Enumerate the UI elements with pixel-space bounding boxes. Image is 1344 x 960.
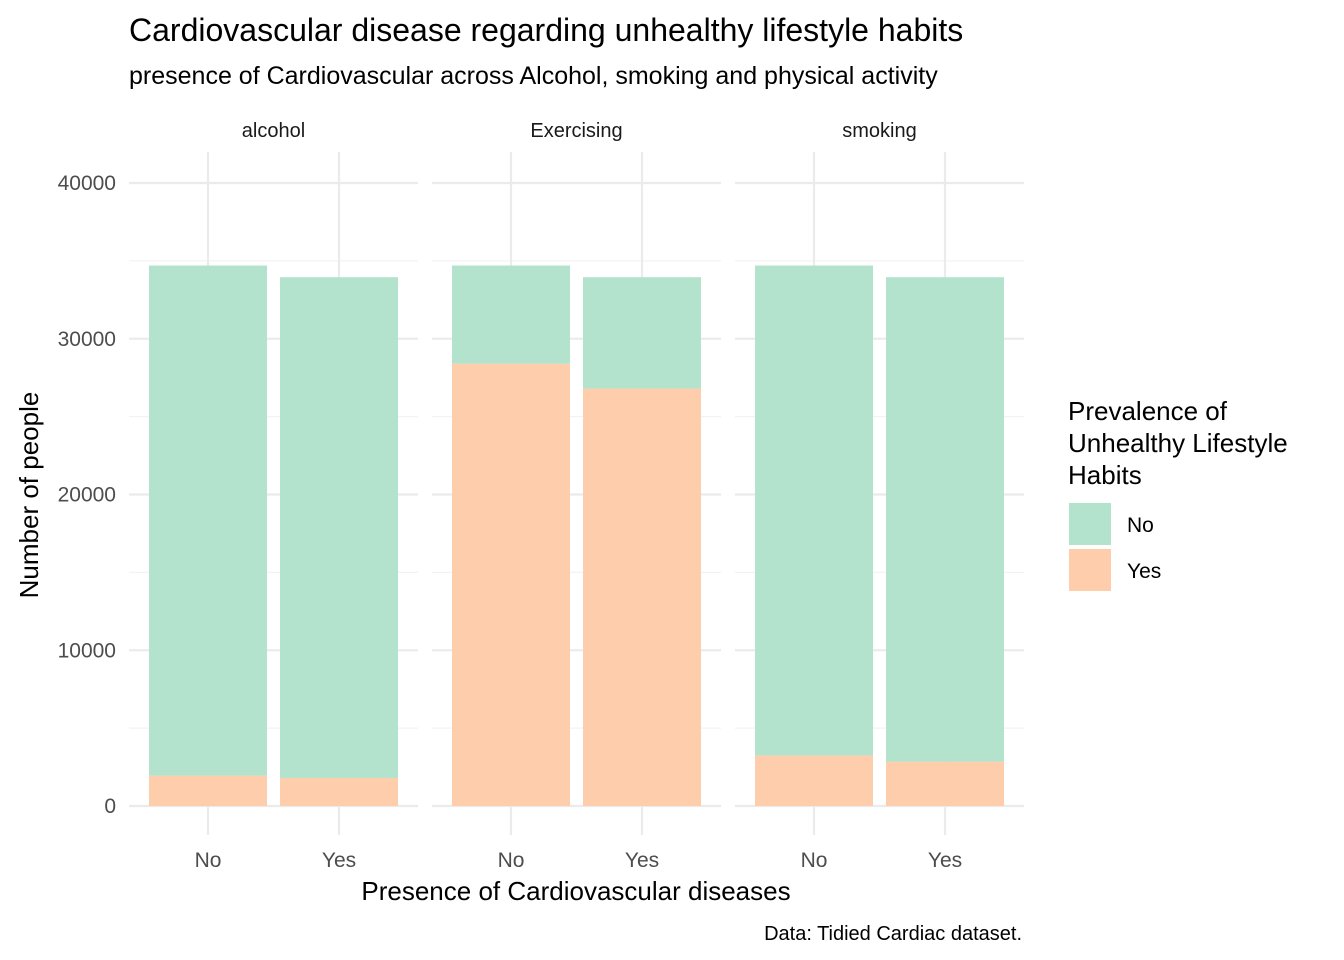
facet-panel-smoking: smoking No Yes [735, 120, 1024, 872]
bar-exercising-yes-yes [583, 388, 701, 806]
x-tick-label: No [195, 849, 222, 872]
bar-alcohol-no-yes [149, 775, 267, 806]
legend-title: Habits [1068, 460, 1142, 490]
y-axis-title: Number of people [14, 392, 44, 599]
bar-smoking-no-no [755, 265, 873, 756]
facet-panel-alcohol: alcohol No Yes [129, 120, 418, 872]
legend-title: Prevalence of [1068, 396, 1228, 426]
x-tick-label: Yes [625, 849, 659, 872]
facet-panel-exercising: Exercising No Yes [432, 120, 721, 872]
legend-key-yes [1069, 549, 1111, 591]
legend-label: No [1127, 514, 1154, 537]
legend-title: Unhealthy Lifestyle [1068, 428, 1288, 458]
y-axis: 0 10000 20000 30000 40000 [58, 172, 116, 818]
chart-caption: Data: Tidied Cardiac dataset. [764, 923, 1022, 945]
facet-strip-label: smoking [842, 120, 916, 142]
y-tick-label: 40000 [58, 172, 116, 195]
y-tick-label: 20000 [58, 484, 116, 507]
y-tick-label: 30000 [58, 328, 116, 351]
x-tick-label: No [498, 849, 525, 872]
chart-subtitle: presence of Cardiovascular across Alcoho… [129, 62, 938, 90]
legend-label: Yes [1127, 560, 1161, 583]
x-tick-label: No [801, 849, 828, 872]
facet-panels: alcohol No Yes Exercising No Yes smoking No Yes [129, 120, 1024, 872]
facet-strip-label: Exercising [530, 120, 622, 142]
bar-smoking-no-yes [755, 755, 873, 806]
bar-exercising-no-no [452, 265, 570, 364]
bar-smoking-yes-no [886, 277, 1004, 762]
bar-alcohol-yes-no [280, 277, 398, 778]
legend-key-no [1069, 503, 1111, 545]
y-tick-label: 10000 [58, 639, 116, 662]
x-axis-title: Presence of Cardiovascular diseases [361, 876, 790, 906]
bar-alcohol-yes-yes [280, 777, 398, 806]
y-tick-label: 0 [104, 795, 116, 818]
facet-strip-label: alcohol [242, 120, 305, 142]
bar-smoking-yes-yes [886, 761, 1004, 806]
bar-alcohol-no-no [149, 265, 267, 776]
x-tick-label: Yes [928, 849, 962, 872]
chart-title: Cardiovascular disease regarding unhealt… [129, 12, 963, 48]
bar-exercising-yes-no [583, 277, 701, 389]
x-tick-label: Yes [322, 849, 356, 872]
bar-exercising-no-yes [452, 363, 570, 806]
